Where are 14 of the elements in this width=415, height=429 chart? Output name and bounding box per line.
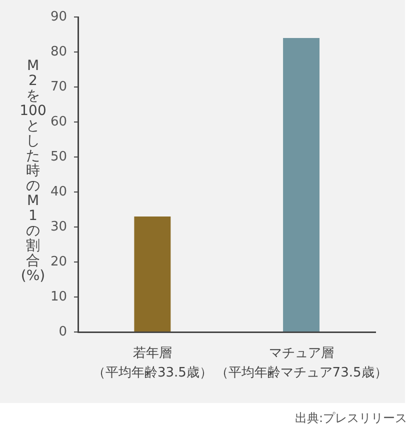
y-tick-label: 10 [50,289,67,304]
y-tick-label: 70 [50,79,67,94]
source-note: 出典:プレスリリース [294,411,407,426]
y-tick-label: 20 [50,254,67,270]
y-tick-label: 60 [50,114,67,130]
y-tick-label: 30 [50,219,67,234]
text: M2を100とした時のM1の割合(%) [20,58,46,284]
y-tick-label: 50 [50,149,67,164]
x-tick-label: 若年層（平均年齢33.5歳） [92,346,212,381]
y-tick-label: 80 [50,44,67,60]
x-tick-label: マチュア層（平均年齢マチュア73.5歳） [215,346,388,381]
y-tick-label: 40 [50,184,67,200]
y-tick-label: 90 [50,9,67,24]
y-tick-label: 0 [58,324,67,340]
